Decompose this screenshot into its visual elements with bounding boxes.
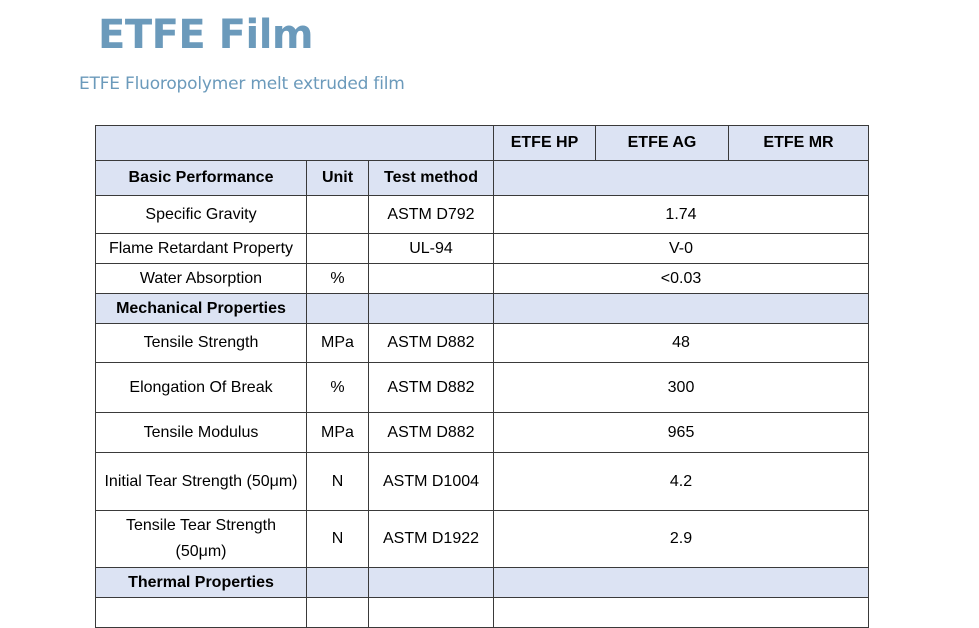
product-header: ETFE AG <box>595 125 729 161</box>
method-cell <box>368 263 494 294</box>
property-cell: Specific Gravity <box>95 195 307 234</box>
unit-header: Unit <box>306 160 369 196</box>
property-cell: Tensile Tear Strength (50μm) <box>95 510 307 568</box>
section-header-row: Basic Performance Unit Test method <box>95 160 869 196</box>
property-cell <box>95 597 307 628</box>
value-cell: 1.74 <box>493 195 869 234</box>
section-header-row: Mechanical Properties <box>95 293 869 324</box>
method-cell: ASTM D882 <box>368 412 494 453</box>
table-row: Specific Gravity ASTM D792 1.74 <box>95 195 869 234</box>
section-title: Thermal Properties <box>95 567 307 598</box>
value-cell: <0.03 <box>493 263 869 294</box>
unit-cell: N <box>306 452 369 511</box>
table-row <box>95 597 869 628</box>
method-cell: ASTM D1922 <box>368 510 494 568</box>
section-blank-cell <box>368 567 494 598</box>
property-cell: Tensile Strength <box>95 323 307 363</box>
page-title: ETFE Film <box>98 12 314 58</box>
unit-cell: N <box>306 510 369 568</box>
unit-cell: % <box>306 263 369 294</box>
table-row: Flame Retardant Property UL-94 V-0 <box>95 233 869 264</box>
method-header: Test method <box>368 160 494 196</box>
value-cell: 48 <box>493 323 869 363</box>
section-title: Basic Performance <box>95 160 307 196</box>
method-cell: ASTM D882 <box>368 362 494 413</box>
table-row: Tensile Strength MPa ASTM D882 48 <box>95 323 869 363</box>
section-blank-cell <box>368 293 494 324</box>
value-cell: 4.2 <box>493 452 869 511</box>
section-header-row: Thermal Properties <box>95 567 869 598</box>
header-blank-cell <box>95 125 494 161</box>
table-row: Initial Tear Strength (50μm) N ASTM D100… <box>95 452 869 511</box>
property-cell: Tensile Modulus <box>95 412 307 453</box>
value-cell <box>493 597 869 628</box>
unit-cell: MPa <box>306 323 369 363</box>
property-cell: Flame Retardant Property <box>95 233 307 264</box>
table-row: Tensile Tear Strength (50μm) N ASTM D192… <box>95 510 869 568</box>
property-cell: Elongation Of Break <box>95 362 307 413</box>
value-cell: V-0 <box>493 233 869 264</box>
product-header: ETFE HP <box>493 125 596 161</box>
section-blank-cell <box>306 293 369 324</box>
method-cell: ASTM D882 <box>368 323 494 363</box>
value-cell: 965 <box>493 412 869 453</box>
unit-cell: MPa <box>306 412 369 453</box>
table-row: Tensile Modulus MPa ASTM D882 965 <box>95 412 869 453</box>
unit-cell: % <box>306 362 369 413</box>
section-title: Mechanical Properties <box>95 293 307 324</box>
method-cell: ASTM D792 <box>368 195 494 234</box>
property-cell: Water Absorption <box>95 263 307 294</box>
page-subtitle: ETFE Fluoropolymer melt extruded film <box>79 74 405 94</box>
method-cell <box>368 597 494 628</box>
method-cell: ASTM D1004 <box>368 452 494 511</box>
property-cell: Initial Tear Strength (50μm) <box>95 452 307 511</box>
value-cell: 2.9 <box>493 510 869 568</box>
section-blank-cell <box>493 567 869 598</box>
table-row: Elongation Of Break % ASTM D882 300 <box>95 362 869 413</box>
value-cell: 300 <box>493 362 869 413</box>
product-header: ETFE MR <box>728 125 869 161</box>
unit-cell <box>306 597 369 628</box>
method-cell: UL-94 <box>368 233 494 264</box>
product-header-row: ETFE HP ETFE AG ETFE MR <box>95 125 869 161</box>
unit-cell <box>306 233 369 264</box>
table-row: Water Absorption % <0.03 <box>95 263 869 294</box>
spec-table: ETFE HP ETFE AG ETFE MR Basic Performanc… <box>95 125 869 628</box>
header-blank-cell <box>493 160 869 196</box>
unit-cell <box>306 195 369 234</box>
section-blank-cell <box>493 293 869 324</box>
section-blank-cell <box>306 567 369 598</box>
